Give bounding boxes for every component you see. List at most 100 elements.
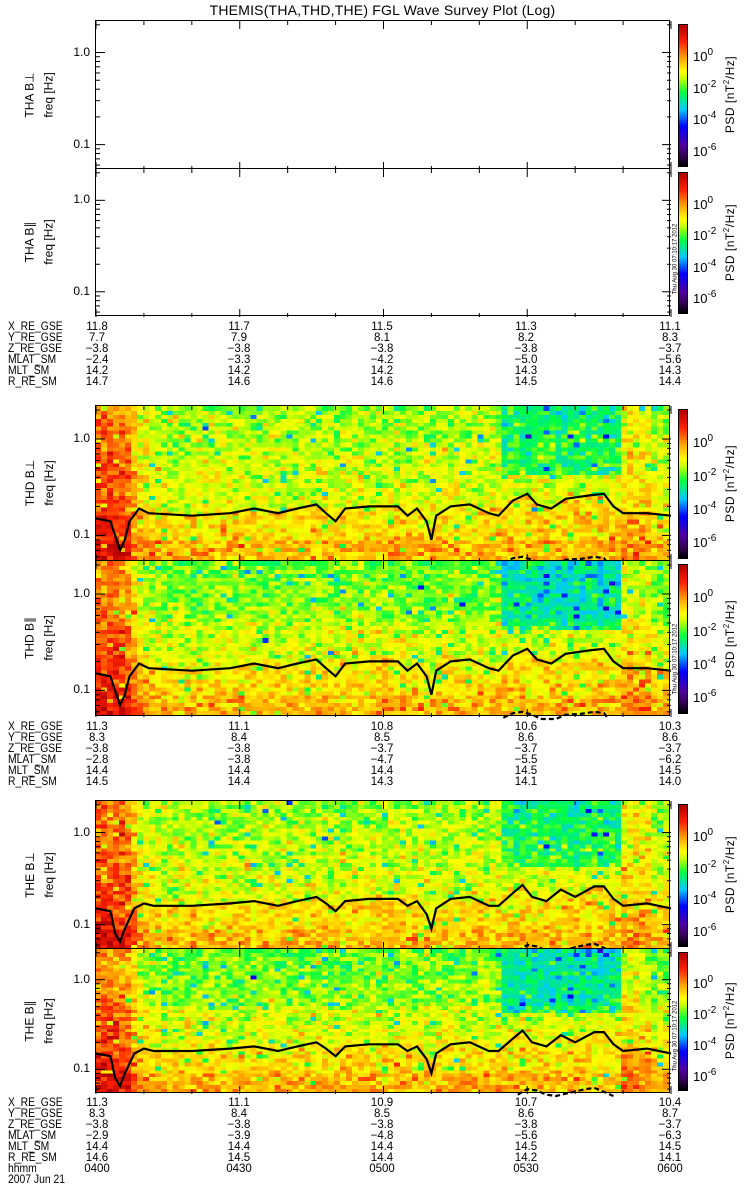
ephemeris-value: −2.4 (85, 354, 109, 366)
ephemeris-value: −3.7 (514, 743, 538, 755)
ephemeris-label: Z_RE_GSE (8, 343, 63, 355)
freq-label: freq [Hz] (41, 851, 56, 898)
ephemeris-value: 14.4 (370, 1141, 394, 1153)
timestamp: Thu Aug 30 07:10:17 2012 (672, 950, 678, 1091)
ephemeris-value: 14.4 (370, 1152, 394, 1164)
y-tick-label: 1.0 (73, 971, 90, 986)
colorbar-label: PSD [nT2/Hz] (712, 405, 748, 561)
timestamp: Thu Aug 30 07:10:17 2012 (672, 562, 678, 714)
colorbar-label-text: PSD [nT2/Hz] (722, 835, 738, 914)
ephemeris-value: 11.3 (86, 1097, 108, 1109)
ephemeris-value: 10.7 (514, 1097, 538, 1109)
panel-tha-bpar (95, 168, 672, 317)
ephemeris-value: 7.9 (231, 332, 247, 344)
ephemeris-row: Y_RE_GSE 8.3 8.4 8.5 8.6 8.6 (0, 732, 750, 744)
spectrogram-tha-bperp (96, 21, 669, 168)
colorbar-tick-label: 10-4 (693, 110, 717, 128)
ephemeris-value: 14.4 (658, 376, 682, 388)
ephemeris-row: hhmm 0400 0430 0500 0530 0600 (0, 1163, 750, 1175)
ephemeris-value: 14.4 (227, 1141, 251, 1153)
colorbar-tick-label: 10-2 (693, 1004, 717, 1022)
y-tick-label: 0.1 (73, 136, 90, 151)
y-tick-label: 0.1 (73, 916, 90, 931)
ephemeris-value: −4.8 (370, 1130, 394, 1142)
ephemeris-value: 8.2 (518, 332, 534, 344)
y-tick-label: 0.1 (73, 527, 90, 542)
axes-tha-bperp (95, 21, 672, 170)
ephemeris-value: −3.7 (658, 1119, 682, 1131)
ephemeris-row: X_RE_GSE 11.3 11.1 10.9 10.7 10.4 (0, 1097, 750, 1109)
ephemeris-value: 14.5 (658, 765, 682, 777)
ephemeris-value: −3.8 (85, 1119, 109, 1131)
ephemeris-value: −3.8 (370, 343, 394, 355)
probe-label: THD B∥ (22, 617, 37, 660)
colorbar-tick-label: 10-6 (693, 922, 717, 940)
colorbar-tick-label: 10-6 (693, 142, 717, 160)
spectrogram-the-bpar (96, 949, 669, 1092)
ephemeris-value: 0600 (657, 1163, 683, 1175)
timestamp: Thu Aug 30 07:10:17 2012 (672, 170, 678, 314)
ephemeris-value: −2.9 (85, 1130, 109, 1142)
colorbar-label: PSD [nT2/Hz] (712, 20, 748, 169)
ephemeris-row: Y_RE_GSE 7.7 7.9 8.1 8.2 8.3 (0, 332, 750, 344)
ephemeris-block: X_RE_GSE 11.8 11.7 11.5 11.3 11.1 Y_RE_GSE 7.7 7… (0, 321, 750, 388)
ephemeris-label: MLAT_SM (8, 754, 57, 766)
colorbar-tick-label: 10-6 (693, 1066, 717, 1084)
ephemeris-value: 14.2 (85, 365, 109, 377)
ephemeris-value: 8.4 (231, 1108, 247, 1120)
ephemeris-value: 8.3 (89, 732, 105, 744)
ephemeris-value: 14.1 (658, 1152, 682, 1164)
ephemeris-row: MLT_SM 14.4 14.4 14.4 14.5 14.5 (0, 765, 750, 777)
ephemeris-value: 14.6 (85, 1152, 109, 1164)
ephemeris-value: 14.4 (227, 765, 251, 777)
axes-thd-bperp (95, 406, 672, 566)
ephemeris-value: 14.6 (227, 376, 251, 388)
colorbar-tick-label: 10-2 (693, 466, 717, 484)
ephemeris-value: 10.4 (658, 1097, 682, 1109)
y-tick-label: 1.0 (73, 192, 90, 207)
solid-line (95, 1029, 672, 1089)
colorbar (678, 24, 688, 167)
colorbar-tick-label: 100 (693, 46, 714, 64)
colorbar-label-text: PSD [nT2/Hz] (722, 981, 738, 1060)
ephemeris-value: 8.6 (518, 1108, 534, 1120)
ephemeris-value: 11.7 (228, 321, 250, 333)
colorbar-tick-label: 10-6 (693, 289, 717, 307)
timestamp-text: Thu Aug 30 07:10:17 2012 (672, 1000, 679, 1072)
probe-label: THA B⊥ (22, 71, 37, 118)
colorbar-tick-label: 10-6 (693, 688, 717, 706)
ephemeris-block: X_RE_GSE 11.3 11.1 10.8 10.6 10.3 Y_RE_GSE 8.3 8… (0, 721, 750, 788)
colorbar-tick-label: 10-2 (693, 621, 717, 639)
y-tick-label: 1.0 (73, 824, 90, 839)
ephemeris-row: MLT_SM 14.2 14.2 14.2 14.3 14.3 (0, 365, 750, 377)
colorbar-tick-label: 10-6 (693, 533, 717, 551)
ephemeris-label: X_RE_GSE (8, 721, 63, 733)
ephemeris-row: X_RE_GSE 11.3 11.1 10.8 10.6 10.3 (0, 721, 750, 733)
colorbar-label: PSD [nT2/Hz] (712, 560, 748, 716)
panel-tha-bperp (95, 20, 672, 170)
colorbar-tick-label: 10-2 (693, 226, 717, 244)
ephemeris-value: −6.2 (658, 754, 682, 766)
colorbar (678, 409, 688, 559)
ephemeris-label: X_RE_GSE (8, 321, 63, 333)
ephemeris-value: 14.4 (85, 765, 109, 777)
ephemeris-value: −3.7 (658, 343, 682, 355)
dashed-line (502, 555, 610, 566)
colorbar-label-text: PSD [nT2/Hz] (722, 444, 738, 522)
ephemeris-value: −3.8 (227, 1119, 251, 1131)
colorbar-label: PSD [nT2/Hz] (712, 948, 748, 1093)
ephemeris-label: Z_RE_GSE (8, 743, 63, 755)
ephemeris-value: −4.2 (370, 354, 394, 366)
ephemeris-value: −3.8 (227, 743, 251, 755)
freq-label: freq [Hz] (41, 460, 56, 506)
ephemeris-value: 14.3 (514, 365, 538, 377)
solid-line (95, 647, 672, 709)
ephemeris-row: R_RE_SM 14.7 14.6 14.6 14.5 14.4 (0, 376, 750, 388)
ephemeris-value: 14.2 (227, 365, 251, 377)
ephemeris-value: 14.5 (514, 376, 538, 388)
axes-the-bpar (95, 949, 672, 1098)
panel-thd-bpar (95, 560, 672, 721)
y-tick-label: 0.1 (73, 682, 90, 697)
ephemeris-row: X_RE_GSE 11.8 11.7 11.5 11.3 11.1 (0, 321, 750, 333)
ephemeris-value: 8.5 (374, 1108, 390, 1120)
